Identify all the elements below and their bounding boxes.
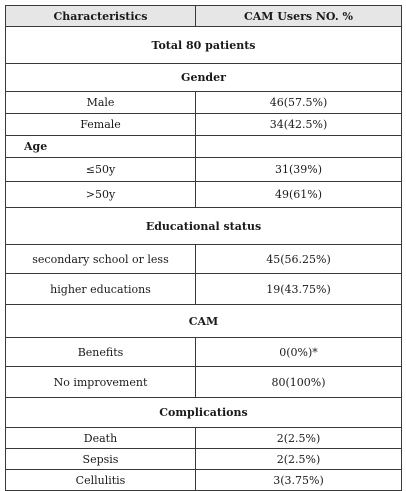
row-value: 34(42.5%) — [195, 113, 402, 136]
row-value — [195, 135, 402, 158]
table-row: Gender — [5, 63, 402, 92]
table-row: secondary school or less 45(56.25%) — [5, 244, 402, 274]
cam-users-table: Characteristics CAM Users NO. % Total 80… — [5, 5, 402, 491]
row-label: higher educations — [5, 273, 196, 305]
row-label: Benefits — [5, 337, 196, 367]
table-row: Complications — [5, 397, 402, 428]
header-cam-users: CAM Users NO. % — [195, 5, 402, 27]
table-row: Age — [5, 135, 402, 158]
table-row: Female 34(42.5%) — [5, 113, 402, 136]
row-value: 80(100%) — [195, 366, 402, 398]
table-row: CAM — [5, 304, 402, 338]
row-label: Female — [5, 113, 196, 136]
table-row: Total 80 patients — [5, 26, 402, 64]
row-value: 31(39%) — [195, 157, 402, 182]
section-label: Gender — [5, 63, 402, 92]
subheader-label: Age — [5, 135, 196, 158]
row-label: >50y — [5, 181, 196, 208]
section-label: Complications — [5, 397, 402, 428]
table-header-row: Characteristics CAM Users NO. % — [5, 5, 402, 27]
table-row: Cellulitis 3(3.75%) — [5, 469, 402, 491]
table-row: Male 46(57.5%) — [5, 91, 402, 114]
table-row: Sepsis 2(2.5%) — [5, 448, 402, 470]
row-label: secondary school or less — [5, 244, 196, 274]
row-label: Death — [5, 427, 196, 449]
table-row: No improvement 80(100%) — [5, 366, 402, 398]
row-value: 3(3.75%) — [195, 469, 402, 491]
table-row: Death 2(2.5%) — [5, 427, 402, 449]
section-label: CAM — [5, 304, 402, 338]
header-characteristics: Characteristics — [5, 5, 196, 27]
row-label: Cellulitis — [5, 469, 196, 491]
row-value: 46(57.5%) — [195, 91, 402, 114]
row-value: 49(61%) — [195, 181, 402, 208]
table-row: >50y 49(61%) — [5, 181, 402, 208]
table-row: higher educations 19(43.75%) — [5, 273, 402, 305]
row-label: Sepsis — [5, 448, 196, 470]
table-row: ≤50y 31(39%) — [5, 157, 402, 182]
table-row: Educational status — [5, 207, 402, 245]
table-body: Total 80 patients Gender Male 46(57.5%) … — [5, 26, 402, 491]
section-label: Educational status — [5, 207, 402, 245]
row-value: 0(0%)* — [195, 337, 402, 367]
row-value: 2(2.5%) — [195, 448, 402, 470]
section-label: Total 80 patients — [5, 26, 402, 64]
row-value: 2(2.5%) — [195, 427, 402, 449]
row-label: ≤50y — [5, 157, 196, 182]
row-value: 19(43.75%) — [195, 273, 402, 305]
row-label: Male — [5, 91, 196, 114]
table-row: Benefits 0(0%)* — [5, 337, 402, 367]
row-value: 45(56.25%) — [195, 244, 402, 274]
row-label: No improvement — [5, 366, 196, 398]
